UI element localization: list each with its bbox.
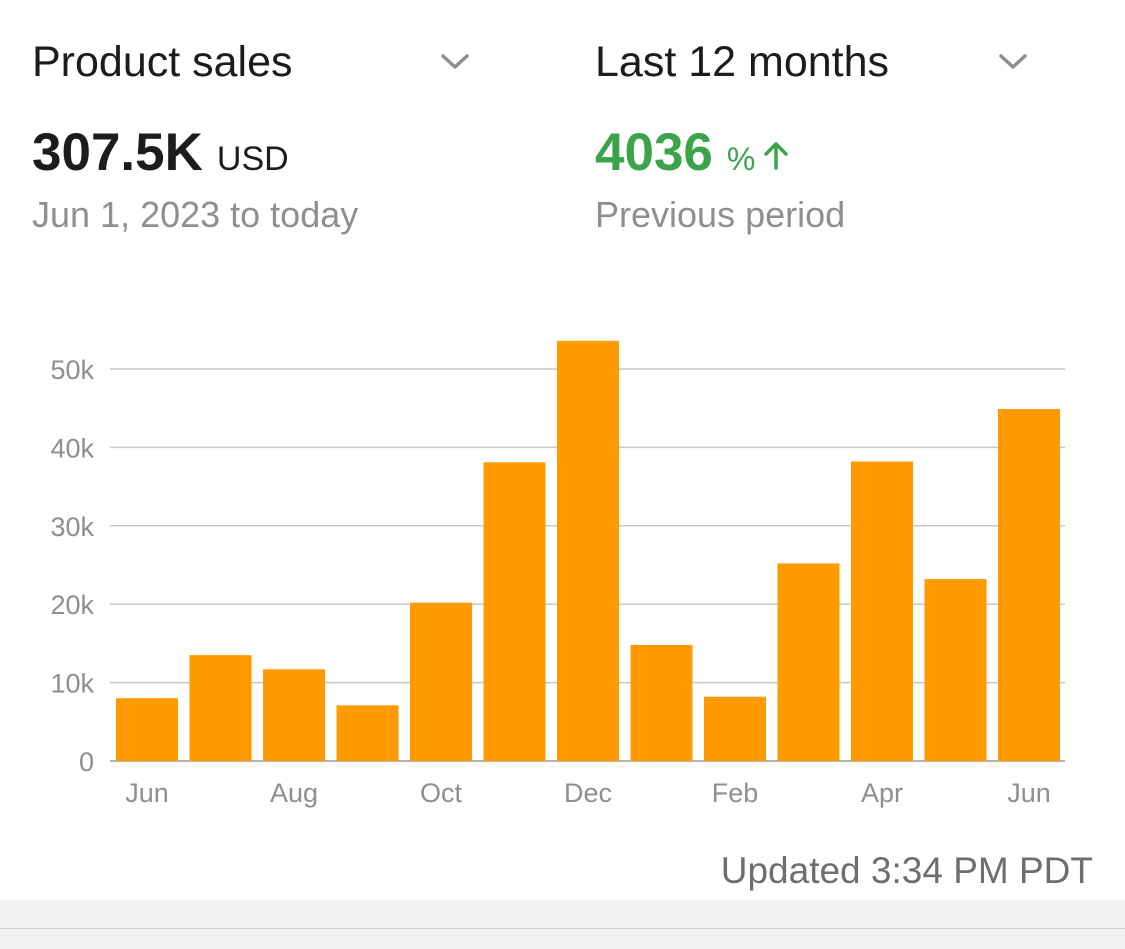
sales-bar-chart: 0 10k 20k 30k 40k 50k Jun Aug Oct Dec Feb Apr Jun (50, 340, 1065, 808)
y-tick-label: 30k (50, 512, 94, 542)
bar-jun (998, 408, 1060, 761)
comparison-metric: 4036 % (595, 126, 791, 179)
bar-aug (263, 669, 325, 761)
x-tick-label: Oct (420, 778, 463, 808)
comparison-unit: % (726, 141, 756, 177)
metric-selector-label: Product sales (32, 37, 293, 86)
y-tick-label: 40k (50, 433, 94, 463)
metric-selector[interactable]: Product sales (32, 36, 470, 88)
bar-apr (851, 461, 913, 761)
chevron-down-icon (440, 53, 470, 71)
arrow-up-icon (761, 140, 791, 175)
bar-jul (189, 655, 252, 761)
bar-may (924, 579, 987, 761)
x-tick-label: Jun (1007, 778, 1051, 808)
comparison-caption: Previous period (595, 194, 846, 235)
y-tick-label: 50k (50, 355, 94, 385)
bar-sep (336, 705, 399, 761)
period-selector-label: Last 12 months (595, 37, 890, 86)
bar-dec (557, 340, 619, 761)
period-selector[interactable]: Last 12 months (595, 36, 1028, 88)
y-tick-label: 10k (50, 669, 94, 699)
bar-oct (410, 602, 472, 761)
total-value: 307.5K (32, 123, 203, 182)
x-tick-label: Apr (861, 778, 903, 808)
bar-jun (116, 698, 178, 761)
x-tick-label: Jun (125, 778, 169, 808)
x-tick-label: Aug (270, 778, 318, 808)
total-sales: 307.5K USD (32, 126, 289, 179)
bar-feb (704, 696, 766, 761)
bar-mar (777, 563, 840, 761)
y-tick-label: 20k (50, 590, 94, 620)
total-unit: USD (216, 140, 289, 178)
date-range: Jun 1, 2023 to today (32, 194, 359, 235)
bar-nov (483, 462, 546, 761)
chevron-down-icon (998, 53, 1028, 71)
y-tick-label: 0 (79, 747, 94, 777)
footer-band (0, 900, 1125, 949)
comparison-value: 4036 (595, 123, 713, 182)
x-tick-label: Feb (712, 778, 759, 808)
footer-divider (0, 928, 1125, 929)
updated-timestamp: Updated 3:34 PM PDT (720, 850, 1093, 891)
bar-jan (630, 644, 693, 761)
x-tick-label: Dec (564, 778, 612, 808)
